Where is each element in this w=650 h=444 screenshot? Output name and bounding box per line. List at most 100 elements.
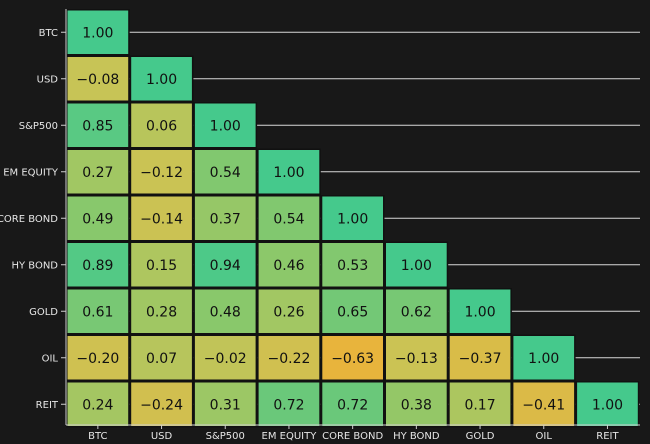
cell-value-label: 0.06 [146, 118, 177, 134]
heatmap-cell [193, 288, 258, 335]
cell-value-label: −0.08 [76, 72, 119, 88]
cell-value-label: 0.53 [337, 258, 368, 274]
y-tick-label: BTC [39, 28, 58, 39]
heatmap-cell [257, 148, 321, 195]
heatmap-cell [193, 195, 258, 242]
cell-value-label: 0.85 [82, 118, 113, 134]
heatmap-cell [66, 9, 130, 56]
cell-value-label: 0.54 [210, 165, 241, 181]
heatmap-cell [66, 334, 130, 381]
cell-value-label: 0.94 [210, 258, 241, 274]
y-tick-label: REIT [36, 400, 59, 411]
x-tick-label: USD [151, 431, 173, 442]
cell-value-label: 1.00 [464, 304, 495, 320]
heatmap-cell [384, 334, 449, 381]
y-tick-label: CORE BOND [0, 214, 58, 225]
heatmap-cell [193, 334, 258, 381]
cell-value-label: 0.38 [401, 397, 432, 413]
heatmap-cell [66, 195, 130, 242]
heatmap-cell [66, 288, 130, 335]
heatmap-cell [384, 288, 449, 335]
x-tick-label: OIL [536, 431, 553, 442]
heatmap-cell [129, 334, 194, 381]
heatmap-cell [320, 288, 385, 335]
cell-value-label: 1.00 [401, 258, 432, 274]
cell-value-label: 0.62 [401, 304, 432, 320]
heatmap-cell [193, 381, 258, 428]
heatmap-cell [129, 102, 194, 149]
heatmap-cell [575, 381, 640, 428]
heatmap-cell [193, 241, 258, 288]
heatmap-cell [384, 381, 449, 428]
cell-value-label: −0.20 [76, 351, 119, 367]
heatmap-cell [129, 195, 194, 242]
cell-value-label: 1.00 [337, 211, 368, 227]
cell-value-label: 1.00 [273, 165, 304, 181]
y-tick-label: HY BOND [11, 260, 58, 271]
heatmap-cell [193, 148, 258, 195]
y-tick-label: USD [37, 74, 59, 85]
cell-value-label: 0.07 [146, 351, 177, 367]
heatmap-cell [320, 334, 385, 381]
heatmap-cell [66, 381, 130, 428]
cell-value-label: 0.72 [273, 397, 304, 413]
cell-value-label: 0.65 [337, 304, 368, 320]
cell-value-label: −0.63 [331, 351, 374, 367]
cell-value-label: −0.22 [267, 351, 310, 367]
heatmap-cell [66, 55, 130, 102]
cell-value-label: 1.00 [528, 351, 559, 367]
heatmap-cell [66, 102, 130, 149]
heatmap-cell [448, 288, 512, 335]
cell-value-label: 0.49 [82, 211, 113, 227]
heatmap-cell [66, 241, 130, 288]
heatmap-cell [257, 195, 321, 242]
cell-value-label: 0.17 [464, 397, 495, 413]
cell-value-label: 1.00 [82, 25, 113, 41]
cell-value-label: 0.27 [82, 165, 113, 181]
heatmap-cell [511, 334, 576, 381]
heatmap-cell [129, 288, 194, 335]
cell-value-label: 0.54 [273, 211, 304, 227]
cell-value-label: 1.00 [210, 118, 241, 134]
heatmap-cell [257, 288, 321, 335]
x-tick-label: HY BOND [393, 431, 440, 442]
heatmap-cell [320, 195, 385, 242]
cell-value-label: 1.00 [592, 397, 623, 413]
cell-value-label: 0.31 [210, 397, 241, 413]
cell-value-label: 0.48 [210, 304, 241, 320]
cell-value-label: 0.61 [82, 304, 113, 320]
y-tick-label: S&P500 [19, 121, 58, 132]
axes: BTC BTC USD USD S&P500 S&P500 EM EQUITY EM EQUI… [0, 9, 640, 442]
heatmap-cell [66, 148, 130, 195]
cell-value-label: −0.02 [204, 351, 247, 367]
heatmap-cell [448, 334, 512, 381]
cell-value-label: 0.26 [273, 304, 304, 320]
heatmap-cell [257, 241, 321, 288]
heatmap-cell [129, 55, 194, 102]
cell-value-label: 0.15 [146, 258, 177, 274]
x-tick-label: REIT [596, 431, 619, 442]
y-tick-label: EM EQUITY [3, 167, 59, 178]
heatmap-cell [257, 381, 321, 428]
heatmap-cell [511, 381, 576, 428]
cell-value-label: −0.13 [395, 351, 438, 367]
cell-value-label: 0.89 [82, 258, 113, 274]
cell-value-label: 0.24 [82, 397, 113, 413]
heatmap-cell [193, 102, 258, 149]
cell-value-label: 0.72 [337, 397, 368, 413]
heatmap-cell [384, 241, 449, 288]
x-tick-label: EM EQUITY [262, 431, 318, 442]
x-tick-label: BTC [88, 431, 107, 442]
cell-value-label: −0.12 [140, 165, 183, 181]
y-tick-label: OIL [42, 353, 59, 364]
x-tick-label: S&P500 [206, 431, 245, 442]
cell-value-label: 0.46 [273, 258, 304, 274]
cell-value-label: −0.14 [140, 211, 183, 227]
heatmap-cell [129, 241, 194, 288]
cell-value-label: 0.28 [146, 304, 177, 320]
cell-value-label: 1.00 [146, 72, 177, 88]
cell-value-label: −0.24 [140, 397, 183, 413]
heatmap-cell [257, 334, 321, 381]
y-tick-label: GOLD [29, 307, 58, 318]
